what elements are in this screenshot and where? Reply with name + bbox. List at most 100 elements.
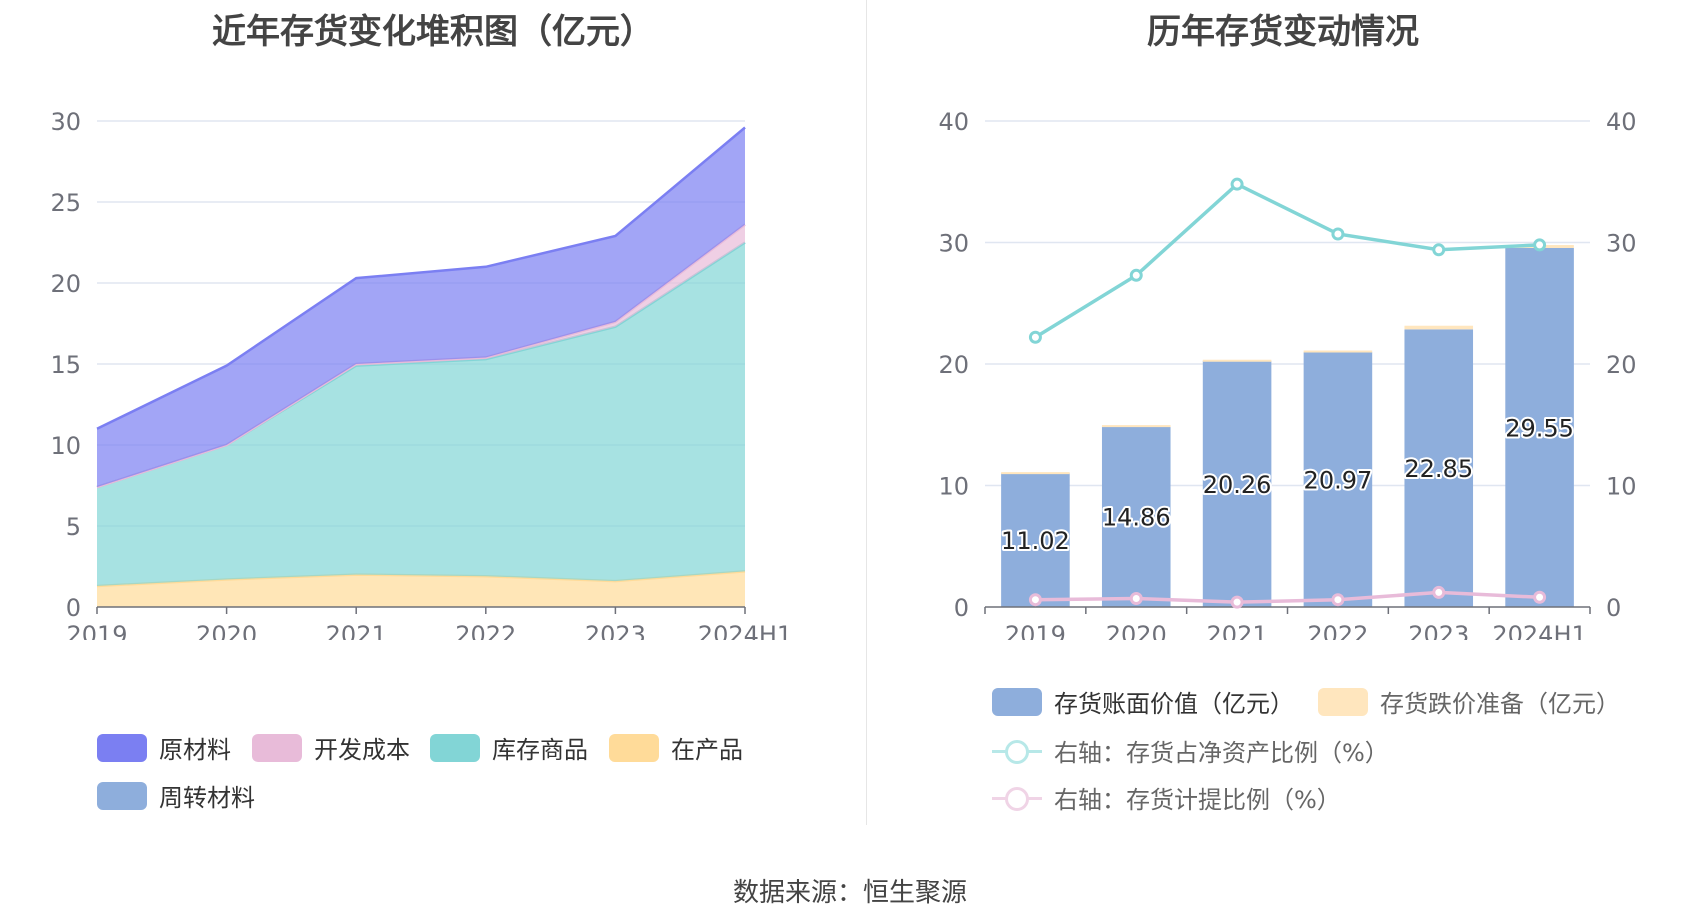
legend-label-raw-materials: 原材料	[159, 736, 231, 764]
bar-book-value	[1505, 247, 1574, 607]
line-point-0	[1331, 227, 1345, 241]
legend-item-turnover-materials[interactable]: 周转材料	[97, 778, 255, 813]
right-y-tick-label: 40	[938, 108, 969, 136]
legend-item-work-in-progress[interactable]: 在产品	[609, 730, 743, 765]
legend-item-raw-materials[interactable]: 原材料	[97, 730, 231, 765]
right-y2-tick-label: 20	[1606, 351, 1637, 379]
line-point-1	[1230, 595, 1244, 609]
bar-impairment-reserve	[1001, 472, 1070, 475]
bar-data-label: 22.85	[1404, 455, 1473, 483]
line-point-0	[1432, 243, 1446, 257]
bar-book-value	[1202, 360, 1272, 607]
data-source-footer: 数据来源：恒生聚源	[732, 878, 967, 908]
left-y-tick-label: 0	[66, 594, 81, 622]
left-y-tick-label: 5	[66, 513, 81, 541]
bar-data-label: 14.86	[1102, 504, 1171, 532]
bar-impairment-reserve	[1404, 325, 1474, 330]
left-chart-title: 近年存货变化堆积图（亿元）	[212, 12, 654, 52]
right-x-tick-label: 2023	[1408, 621, 1469, 640]
right-y-tick-label: 0	[954, 594, 969, 622]
line-point-1	[1432, 585, 1446, 599]
left-x-tick-label: 2021	[326, 621, 387, 640]
legend-swatch-development-cost	[252, 733, 302, 762]
legend-swatch-provision-ratio	[992, 784, 1042, 812]
legend-swatch-raw-materials	[97, 733, 147, 762]
legend-label-provision-ratio: 右轴：存货计提比例（%）	[1054, 786, 1341, 814]
right-chart-legend: 存货账面价值（亿元） 存货跌价准备（亿元） 右轴：存货占净资产比例（%） 右轴：…	[866, 0, 1700, 830]
inventory-change-panel: 历年存货变动情况 0 10 20 30 40 0 10 20 30 40 11.02 14.86 20.…	[866, 0, 1700, 830]
right-y2-tick-label: 0	[1606, 594, 1621, 622]
left-chart-legend: 原材料 开发成本 库存商品 在产品 周转材料	[0, 0, 866, 830]
line-point-0	[1533, 238, 1547, 252]
line-point-1	[1331, 593, 1345, 607]
bar-impairment-reserve	[1303, 350, 1373, 353]
bar-book-value	[1303, 352, 1373, 607]
bar-book-value	[1404, 329, 1474, 607]
right-y2-tick-label: 10	[1606, 473, 1637, 501]
line-series-1	[1035, 590, 1540, 604]
inventory-stacked-area-panel: 近年存货变化堆积图（亿元） 0 5 10 15 20 25 30 2019 2020 2021 20…	[0, 0, 866, 830]
left-x-tick-label: 2020	[196, 621, 257, 640]
legend-item-finished-goods[interactable]: 库存商品	[430, 730, 588, 765]
right-y-tick-label: 10	[938, 473, 969, 501]
bar-book-value	[1101, 426, 1171, 607]
bar-line-combo-chart: 0 10 20 30 40 0 10 20 30 40 11.02 14.86 20.26 20.97 22…	[938, 108, 1637, 640]
bar-data-label: 20.97	[1304, 467, 1373, 495]
line-point-1	[1533, 590, 1547, 604]
stacked-area-chart: 0 5 10 15 20 25 30 2019 2020 2021 2022 2023 2024H1	[50, 108, 792, 640]
left-y-tick-label: 15	[50, 351, 81, 379]
legend-item-provision-ratio[interactable]: 右轴：存货计提比例（%）	[992, 780, 1341, 815]
right-x-tick-label: 2020	[1106, 621, 1167, 640]
right-y-tick-label: 20	[938, 351, 969, 379]
bar-data-label: 29.55	[1505, 414, 1574, 442]
legend-label-net-asset-ratio: 右轴：存货占净资产比例（%）	[1054, 739, 1389, 767]
bar-book-value	[1001, 473, 1070, 607]
left-y-tick-label: 10	[50, 432, 81, 460]
line-point-0	[1230, 177, 1244, 191]
legend-swatch-finished-goods	[430, 733, 480, 762]
legend-item-net-asset-ratio[interactable]: 右轴：存货占净资产比例（%）	[992, 733, 1389, 768]
legend-label-impairment-reserve: 存货跌价准备（亿元）	[1380, 690, 1620, 718]
legend-swatch-impairment-reserve	[1318, 687, 1368, 716]
legend-item-development-cost[interactable]: 开发成本	[252, 730, 410, 765]
right-y2-tick-label: 40	[1606, 108, 1637, 136]
right-y2-tick-label: 30	[1606, 230, 1637, 258]
area-series-1	[97, 242, 745, 586]
left-y-tick-label: 25	[50, 189, 81, 217]
bar-impairment-reserve	[1202, 359, 1272, 362]
left-x-tick-label: 2022	[455, 621, 516, 640]
left-y-tick-label: 20	[50, 270, 81, 298]
area-edge-3	[96, 126, 746, 430]
legend-label-development-cost: 开发成本	[314, 736, 410, 764]
right-x-tick-label: 2022	[1307, 621, 1368, 640]
line-point-1	[1028, 593, 1042, 607]
legend-swatch-work-in-progress	[609, 733, 659, 762]
right-y-tick-label: 30	[938, 230, 969, 258]
legend-item-book-value[interactable]: 存货账面价值（亿元）	[992, 684, 1294, 719]
left-y-tick-label: 30	[50, 108, 81, 136]
legend-item-impairment-reserve[interactable]: 存货跌价准备（亿元）	[1318, 684, 1620, 719]
legend-label-book-value: 存货账面价值（亿元）	[1054, 690, 1294, 718]
legend-label-work-in-progress: 在产品	[671, 736, 743, 764]
left-x-tick-label: 2024H1	[698, 621, 792, 640]
line-point-0	[1129, 268, 1143, 282]
right-chart-title: 历年存货变动情况	[1147, 12, 1419, 52]
bar-data-label: 11.02	[1001, 527, 1070, 555]
area-series-3	[97, 127, 745, 488]
bar-data-label: 20.26	[1203, 471, 1272, 499]
legend-label-turnover-materials: 周转材料	[159, 784, 255, 812]
line-point-1	[1129, 591, 1143, 605]
panel-divider	[866, 0, 867, 825]
right-x-tick-label: 2024H1	[1492, 621, 1586, 640]
left-x-tick-label: 2023	[585, 621, 646, 640]
legend-label-finished-goods: 库存商品	[492, 736, 588, 764]
right-x-tick-label: 2019	[1005, 621, 1066, 640]
line-point-0	[1028, 330, 1042, 344]
left-x-tick-label: 2019	[66, 621, 127, 640]
legend-swatch-turnover-materials	[97, 781, 147, 810]
bar-impairment-reserve	[1101, 425, 1171, 428]
legend-swatch-net-asset-ratio	[992, 737, 1042, 765]
line-series-0	[1034, 182, 1540, 339]
right-x-tick-label: 2021	[1207, 621, 1268, 640]
legend-swatch-book-value	[992, 687, 1042, 716]
